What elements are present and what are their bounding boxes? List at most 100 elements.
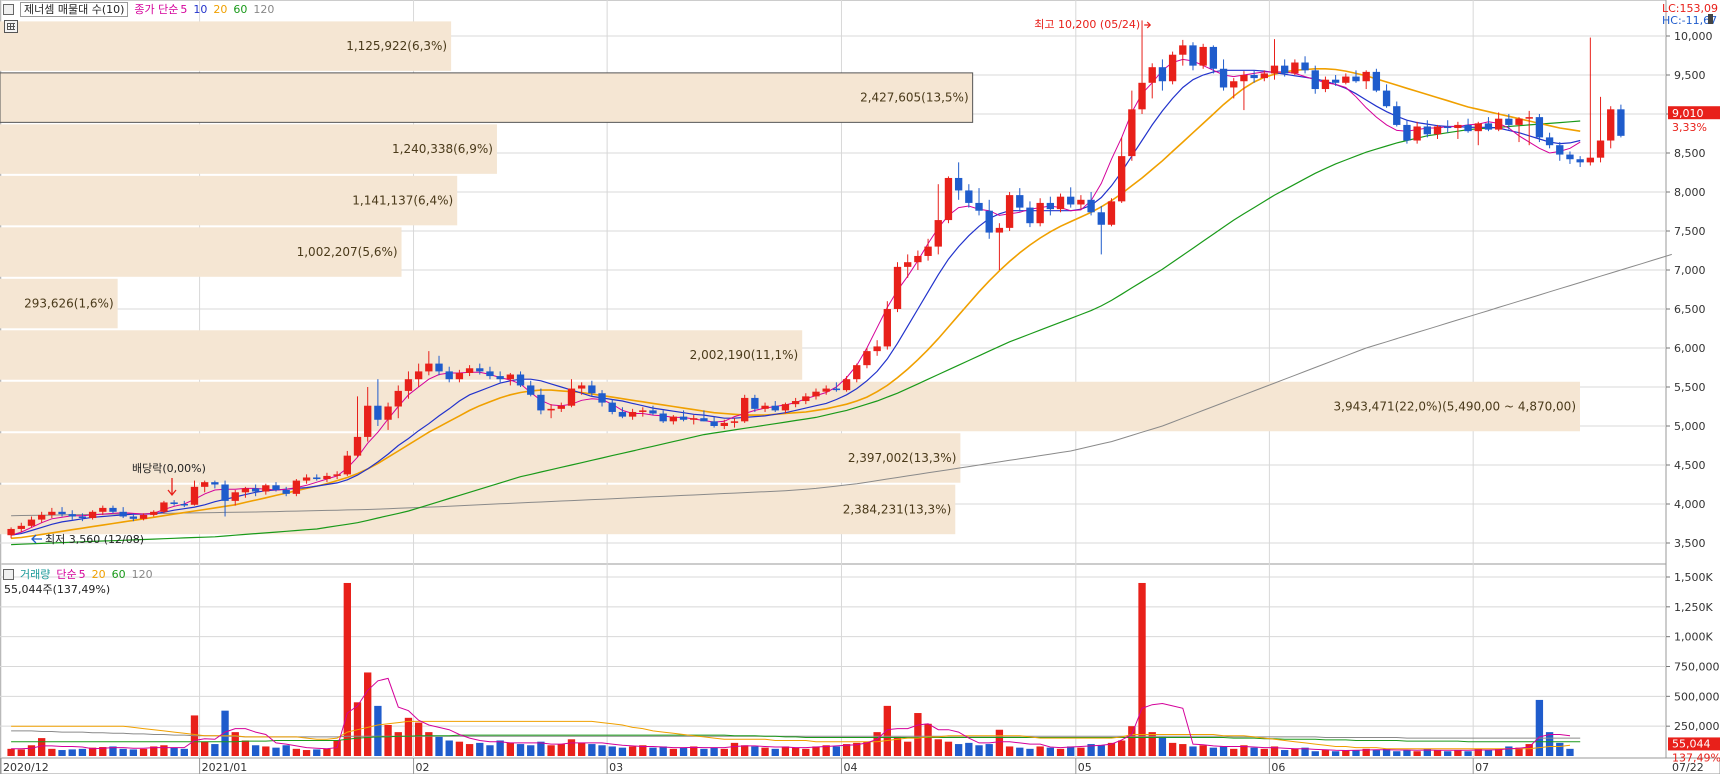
candle-body[interactable] — [781, 404, 790, 411]
candle-body[interactable] — [1423, 126, 1431, 135]
candle-body[interactable] — [1596, 140, 1605, 158]
volume-bar[interactable] — [1484, 750, 1493, 756]
candle-body[interactable] — [282, 489, 290, 494]
volume-bar[interactable] — [1077, 747, 1085, 756]
candle-body[interactable] — [1474, 123, 1482, 132]
candle-body[interactable] — [1382, 90, 1391, 107]
candle-body[interactable] — [577, 385, 586, 389]
candle-body[interactable] — [1433, 126, 1442, 135]
volume-bar[interactable] — [1535, 699, 1544, 756]
volume-bar[interactable] — [781, 746, 790, 756]
candle-body[interactable] — [995, 227, 1004, 233]
volume-bar[interactable] — [934, 739, 942, 756]
volume-profile-bar[interactable] — [0, 381, 1580, 432]
candle-body[interactable] — [323, 475, 331, 480]
candle-body[interactable] — [873, 346, 881, 352]
volume-bar[interactable] — [618, 747, 627, 756]
volume-bar[interactable] — [1545, 732, 1554, 756]
volume-profile-bar[interactable] — [0, 484, 956, 535]
volume-bar[interactable] — [139, 748, 148, 756]
volume-bar[interactable] — [812, 746, 820, 756]
candle-body[interactable] — [58, 511, 66, 515]
candle-body[interactable] — [1138, 82, 1146, 110]
volume-bar[interactable] — [1179, 744, 1187, 756]
candle-body[interactable] — [547, 408, 555, 411]
volume-bar[interactable] — [1372, 750, 1381, 756]
candle-body[interactable] — [618, 411, 627, 417]
candle-body[interactable] — [914, 255, 922, 263]
volume-bar[interactable] — [588, 744, 596, 756]
candle-body[interactable] — [251, 488, 260, 492]
volume-bar[interactable] — [384, 724, 392, 756]
volume-bar[interactable] — [435, 736, 443, 756]
volume-bar[interactable] — [17, 749, 25, 756]
candle-body[interactable] — [1586, 157, 1595, 163]
volume-bar[interactable] — [496, 740, 504, 756]
candle-body[interactable] — [404, 379, 413, 391]
candle-body[interactable] — [934, 220, 942, 247]
volume-bar[interactable] — [109, 746, 117, 756]
candle-body[interactable] — [1545, 137, 1554, 146]
volume-bar[interactable] — [853, 742, 861, 756]
volume-bar[interactable] — [1128, 726, 1136, 756]
volume-bar[interactable] — [1138, 582, 1146, 756]
volume-title[interactable]: 거래량 — [20, 568, 51, 581]
volume-bar[interactable] — [516, 744, 525, 756]
volume-bar[interactable] — [761, 747, 769, 756]
volume-bar[interactable] — [710, 747, 718, 756]
volume-bar[interactable] — [1566, 748, 1574, 756]
volume-bar[interactable] — [1423, 748, 1431, 756]
volume-bar[interactable] — [221, 710, 229, 756]
volume-bar[interactable] — [1393, 751, 1401, 756]
candle-body[interactable] — [139, 514, 148, 519]
volume-bar[interactable] — [995, 729, 1004, 756]
candle-body[interactable] — [374, 405, 382, 420]
candle-body[interactable] — [68, 514, 76, 517]
candle-body[interactable] — [1617, 109, 1625, 136]
volume-bar[interactable] — [58, 750, 66, 756]
candle-body[interactable] — [48, 511, 56, 515]
volume-bar[interactable] — [37, 738, 46, 756]
volume-bar[interactable] — [1087, 744, 1095, 756]
candle-body[interactable] — [985, 210, 993, 233]
candle-body[interactable] — [537, 394, 545, 411]
candle-body[interactable] — [924, 246, 932, 256]
volume-bar[interactable] — [730, 742, 739, 756]
volume-bar[interactable] — [944, 741, 953, 756]
candle-body[interactable] — [1515, 118, 1523, 125]
candle-body[interactable] — [262, 485, 270, 492]
candle-body[interactable] — [1556, 145, 1564, 155]
candle-body[interactable] — [1087, 199, 1095, 213]
candle-body[interactable] — [1444, 126, 1452, 129]
candle-body[interactable] — [27, 519, 36, 526]
candle-body[interactable] — [975, 202, 983, 211]
candle-body[interactable] — [628, 411, 637, 417]
candle-body[interactable] — [78, 516, 87, 519]
candle-body[interactable] — [1097, 212, 1105, 225]
candle-body[interactable] — [659, 413, 667, 422]
candle-body[interactable] — [1352, 76, 1360, 82]
volume-bar[interactable] — [883, 705, 891, 756]
volume-bar[interactable] — [1046, 747, 1055, 756]
volume-bar[interactable] — [1362, 748, 1370, 756]
candle-body[interactable] — [150, 511, 158, 515]
candle-body[interactable] — [842, 379, 851, 391]
candle-body[interactable] — [720, 422, 728, 426]
volume-profile-bar[interactable] — [0, 278, 118, 329]
candle-body[interactable] — [496, 376, 504, 380]
volume-bar[interactable] — [1505, 746, 1513, 756]
candle-body[interactable] — [119, 511, 127, 517]
candle-body[interactable] — [1362, 71, 1370, 82]
candle-body[interactable] — [1107, 201, 1116, 225]
volume-bar[interactable] — [1097, 745, 1105, 756]
volume-bar[interactable] — [88, 747, 97, 756]
candle-body[interactable] — [1576, 159, 1584, 163]
volume-bar[interactable] — [608, 746, 616, 756]
volume-bar[interactable] — [241, 740, 250, 756]
volume-bar[interactable] — [1117, 740, 1126, 756]
volume-bar[interactable] — [404, 717, 413, 756]
candle-body[interactable] — [1566, 154, 1574, 160]
candle-body[interactable] — [751, 397, 759, 409]
candle-body[interactable] — [1464, 124, 1472, 132]
volume-bar[interactable] — [649, 747, 657, 756]
